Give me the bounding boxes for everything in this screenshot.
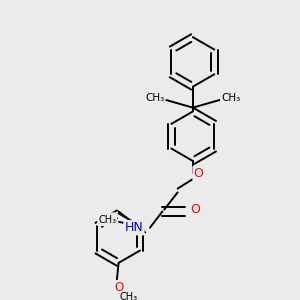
Text: O: O: [190, 203, 200, 216]
Text: CH₃: CH₃: [119, 292, 137, 300]
Text: CH₃: CH₃: [221, 93, 241, 103]
Text: O: O: [105, 214, 114, 226]
Text: CH₃: CH₃: [145, 93, 164, 103]
Text: O: O: [114, 281, 123, 294]
Text: O: O: [194, 167, 203, 180]
Text: CH₃: CH₃: [98, 215, 116, 225]
Text: HN: HN: [124, 221, 143, 234]
